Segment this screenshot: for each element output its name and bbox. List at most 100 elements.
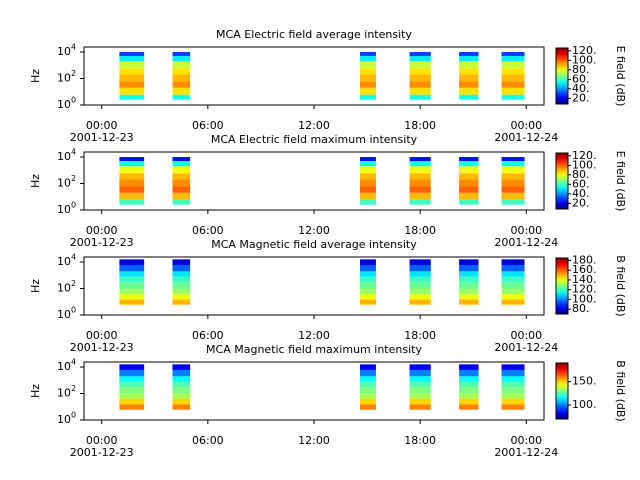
spectrogram-cell [172,68,191,75]
y-tick-label: 10 [57,150,71,163]
x-tick-label: 2001-12-23 [70,446,134,459]
spectrogram-cell [501,74,525,82]
x-tick-label: 2001-12-24 [494,341,558,354]
spectrogram-cell [119,404,145,410]
colorbar-tick-label: 20. [572,91,590,104]
spectrogram-cell [360,276,376,283]
spectrogram-cell [360,376,376,382]
y-axis-label: Hz [29,69,42,83]
spectrogram-cell [360,404,376,410]
colorbar [555,152,569,210]
spectrogram-cell [119,259,145,265]
spectrogram-cell [501,364,525,370]
spectrogram-cell [360,161,376,167]
colorbar-tick-label: 120. [572,44,597,57]
spectrogram-cell [409,271,431,277]
spectrogram-cell [501,87,525,95]
colorbar [555,47,569,105]
spectrogram-cell [409,94,431,100]
spectrogram-cell [360,199,376,205]
spectrogram-cell [360,81,376,88]
spectrogram-cell [501,288,525,294]
colorbar-tick-label: 120. [572,283,597,296]
spectrogram-cell [360,166,376,174]
spectrogram-cell [172,199,191,205]
colorbar-tick-label: 140. [572,273,597,286]
spectrogram-cell [172,299,191,305]
spectrogram-cell [360,179,376,187]
spectrogram-cell [119,179,145,187]
spectrogram-cell [409,56,431,62]
spectrogram-cell [119,276,145,283]
y-tick-label: 10 [57,387,71,400]
spectrogram-cell [360,192,376,200]
spectrogram-cell [459,81,479,88]
x-tick-label: 18:00 [404,434,436,447]
y-tick-label: 10 [57,308,71,321]
spectrogram-cell [360,398,376,405]
spectrogram-cell [501,173,525,180]
x-tick-label: 06:00 [192,224,224,237]
spectrogram-cell [172,179,191,187]
spectrogram-cell [119,364,145,370]
spectrogram-cell [172,293,191,300]
colorbar-tick-label: 100. [572,292,597,305]
y-tick-exponent: 2 [71,69,76,78]
y-tick-exponent: 4 [71,358,76,367]
spectrogram-cell [409,186,431,193]
spectrogram-cell [119,271,145,277]
colorbar-tick-label: 180. [572,253,597,266]
spectrogram-cell [459,186,479,193]
spectrogram-cell [360,94,376,100]
colorbar-tick-label: 80. [572,168,590,181]
spectrogram-cell [172,192,191,200]
spectrogram-cell [459,68,479,75]
spectrogram-cell [360,393,376,399]
y-tick-exponent: 2 [71,384,76,393]
spectrogram-cell [459,179,479,187]
x-tick-label: 2001-12-24 [494,446,558,459]
spectrogram-cell [119,56,145,62]
spectrogram-cell [459,74,479,82]
spectrogram-cell [119,376,145,382]
x-tick-label: 12:00 [298,119,330,132]
spectrogram-cell [409,74,431,82]
colorbar-tick-label: 120. [572,149,597,162]
colorbar-label: B field (dB) [614,255,627,316]
colorbar [555,362,569,420]
x-tick-label: 18:00 [404,119,436,132]
spectrogram-cell [459,282,479,289]
spectrogram-cell [501,404,525,410]
spectrogram-cell [172,259,191,265]
spectrogram-cell [459,393,479,399]
spectrogram-cell [501,271,525,277]
y-tick-exponent: 4 [71,43,76,52]
spectrogram-cell [409,52,431,57]
spectrogram-cell [501,398,525,405]
spectrogram-cell [501,186,525,193]
spectrogram-cell [119,288,145,294]
x-tick-label: 00:00 [510,329,542,342]
spectrogram-cell [360,271,376,277]
spectrogram-cell [459,404,479,410]
y-tick-exponent: 4 [71,148,76,157]
spectrogram-cell [172,404,191,410]
spectrogram-cell [119,393,145,399]
spectrogram-cell [459,381,479,388]
spectrogram-cell [172,186,191,193]
spectrogram-cell [501,166,525,174]
spectrogram-cell [459,276,479,283]
spectrogram-cell [172,387,191,394]
spectrogram-cell [409,81,431,88]
spectrogram-cell [409,61,431,69]
spectrogram-cell [119,264,145,272]
spectrogram-cell [119,293,145,300]
spectrogram-cell [172,157,191,162]
spectrogram-cell [409,299,431,305]
spectrogram-cell [360,293,376,300]
spectrogram-cell [172,288,191,294]
spectrogram-cell [360,369,376,377]
x-tick-label: 00:00 [86,224,118,237]
spectrogram-cell [360,157,376,162]
spectrogram-cell [119,186,145,193]
